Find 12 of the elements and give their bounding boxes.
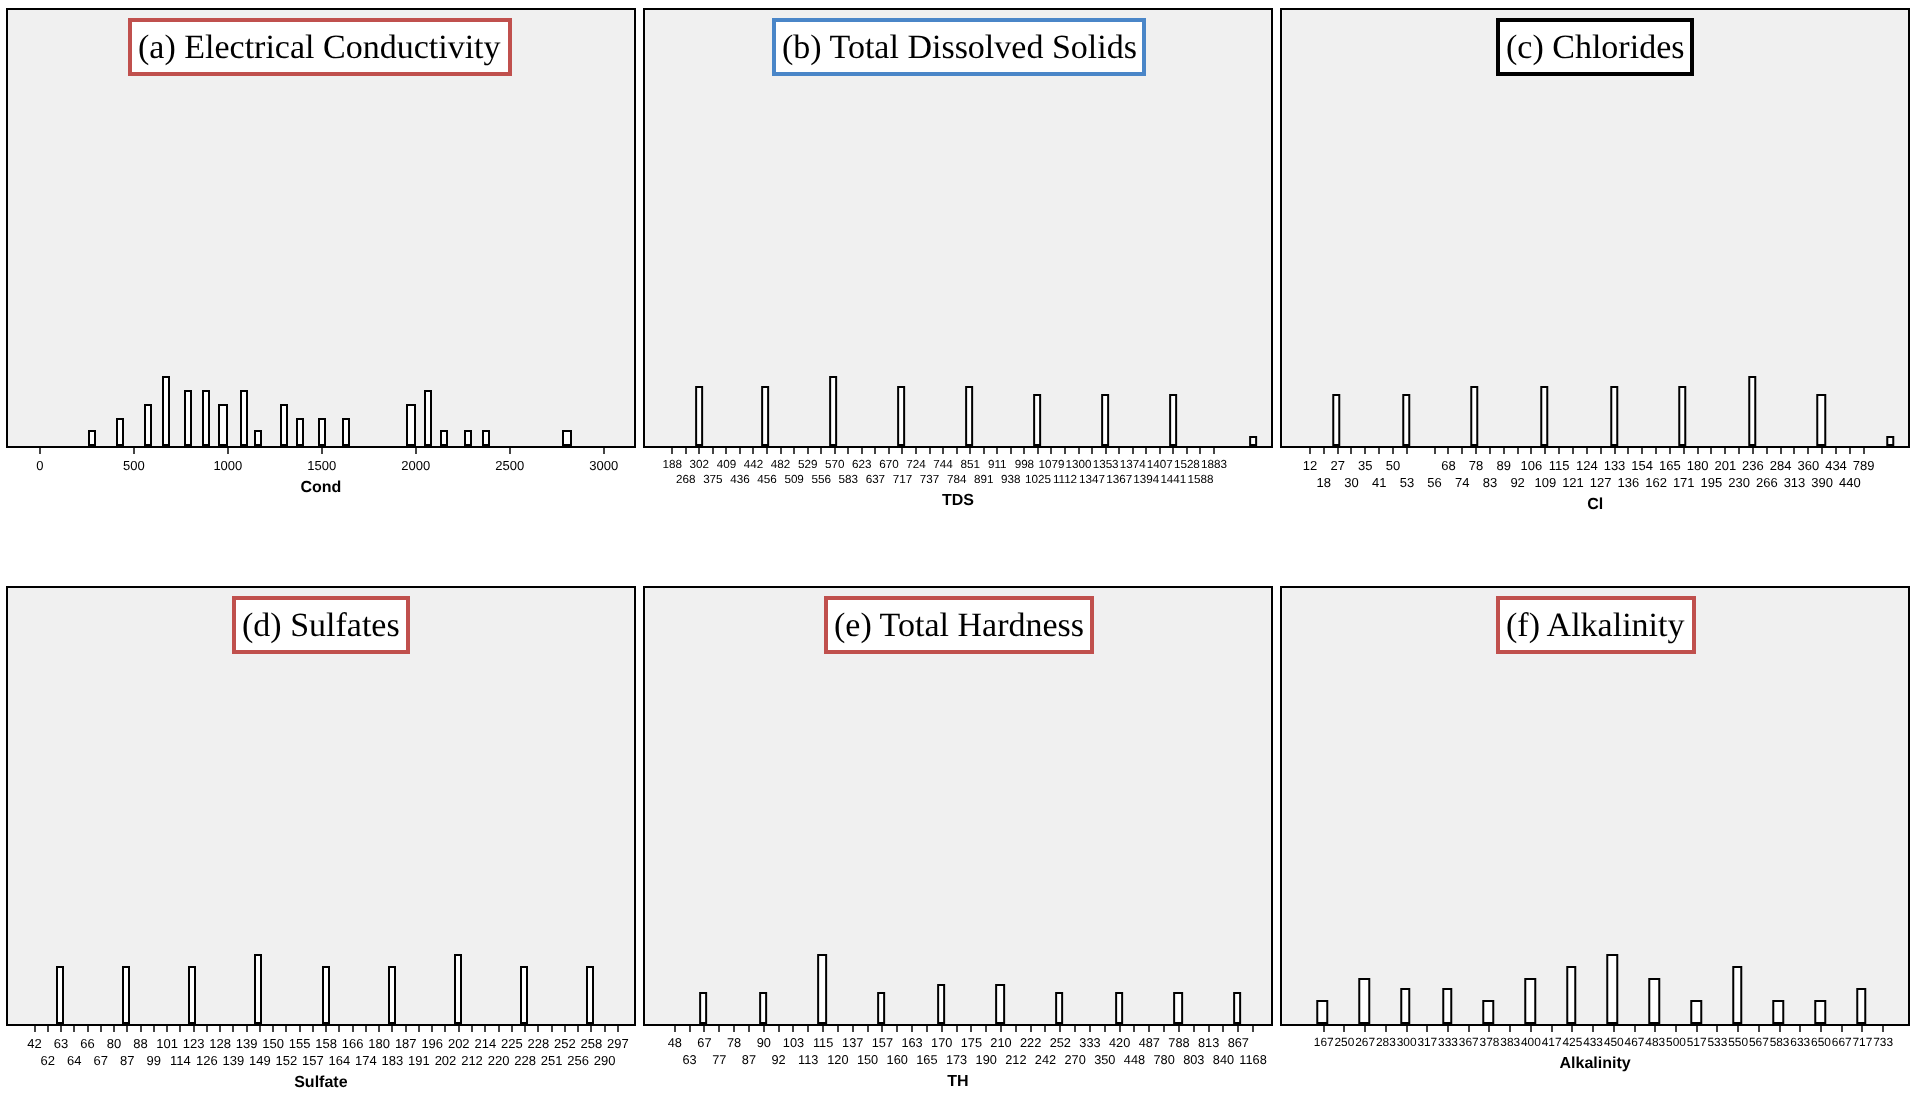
chart-title: (d) Sulfates: [242, 606, 400, 644]
chart-title: (a) Electrical Conductivity: [138, 28, 502, 66]
chart-title: (f) Alkalinity: [1506, 606, 1686, 644]
x-axis-title: TDS: [942, 491, 976, 510]
chart-title: (b) Total Dissolved Solids: [782, 28, 1137, 66]
chart-title: (c) Chlorides: [1506, 28, 1685, 66]
x-axis-title: Sulfate: [294, 1072, 349, 1091]
x-axis-title: Cl: [1587, 494, 1604, 513]
x-axis-title: Alkalinity: [1559, 1054, 1632, 1073]
x-axis-title: TH: [947, 1072, 970, 1091]
chart-title: (e) Total Hardness: [834, 606, 1085, 644]
x-axis-title: Cond: [300, 477, 342, 496]
